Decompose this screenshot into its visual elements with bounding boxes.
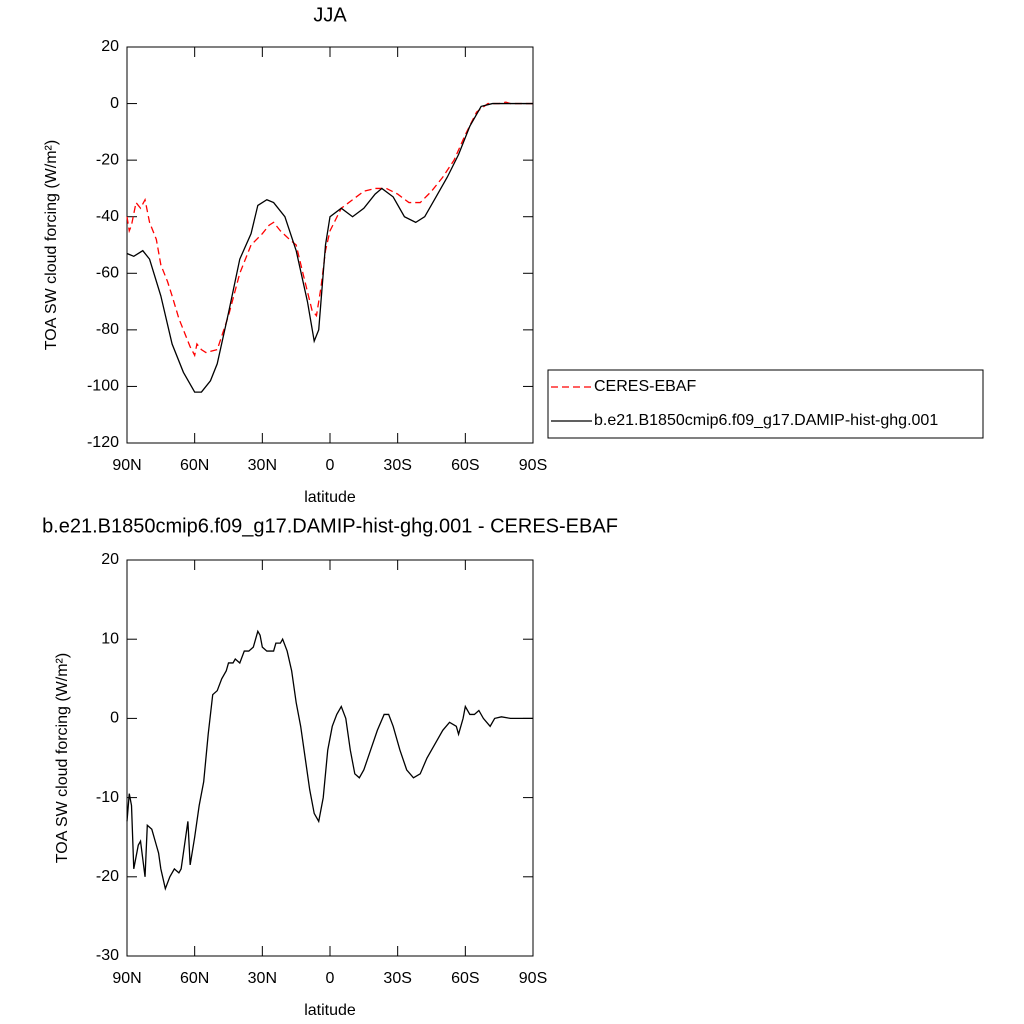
y-tick-label: 20: [101, 38, 119, 55]
y-tick-label: -120: [87, 434, 119, 451]
plot-frame: [126, 46, 534, 444]
x-tick-label: 60S: [451, 457, 479, 474]
y-tick-label: -60: [96, 265, 119, 282]
y-tick-label: -20: [96, 868, 119, 885]
x-tick-label: 30S: [383, 970, 411, 987]
y-tick-label: -100: [87, 378, 119, 395]
x-axis-title: latitude: [304, 489, 356, 506]
y-axis-title: TOA SW cloud forcing (W/m²): [54, 653, 71, 863]
y-tick-label: 20: [101, 551, 119, 568]
x-tick-label: 0: [326, 457, 335, 474]
x-tick-label: 30N: [248, 970, 277, 987]
y-tick-label: -30: [96, 947, 119, 964]
x-tick-label: 60N: [180, 457, 209, 474]
x-tick-label: 90N: [112, 457, 141, 474]
y-tick-label: -80: [96, 321, 119, 338]
x-tick-label: 0: [326, 970, 335, 987]
x-tick-label: 30S: [383, 457, 411, 474]
legend-label: CERES-EBAF: [594, 378, 696, 395]
chart-title: b.e21.B1850cmip6.f09_g17.DAMIP-hist-ghg.…: [42, 515, 618, 537]
legend-label: b.e21.B1850cmip6.f09_g17.DAMIP-hist-ghg.…: [594, 412, 938, 429]
y-tick-label: 0: [110, 710, 119, 727]
panel: b.e21.B1850cmip6.f09_g17.DAMIP-hist-ghg.…: [42, 515, 618, 1019]
y-tick-label: 0: [110, 95, 119, 112]
data-line: [126, 629, 533, 891]
x-tick-label: 90N: [112, 970, 141, 987]
y-tick-label: -40: [96, 208, 119, 225]
x-axis-title: latitude: [304, 1002, 356, 1019]
x-tick-label: 30N: [248, 457, 277, 474]
y-tick-label: -10: [96, 789, 119, 806]
x-tick-label: 90S: [519, 970, 547, 987]
y-tick-label: 10: [101, 630, 119, 647]
plot-frame: [126, 559, 534, 957]
x-tick-label: 90S: [519, 457, 547, 474]
legend-box: [547, 369, 984, 439]
data-line: [126, 102, 533, 393]
y-tick-label: -20: [96, 151, 119, 168]
x-tick-label: 60N: [180, 970, 209, 987]
data-line: [126, 101, 533, 358]
y-axis-title: TOA SW cloud forcing (W/m²): [43, 140, 60, 350]
x-tick-label: 60S: [451, 970, 479, 987]
panel: JJA -120 -100 -80 -60 -40 -20 0 20 90N 60N 30N 0 30S 6…: [43, 4, 984, 506]
chart-title: JJA: [313, 4, 347, 26]
